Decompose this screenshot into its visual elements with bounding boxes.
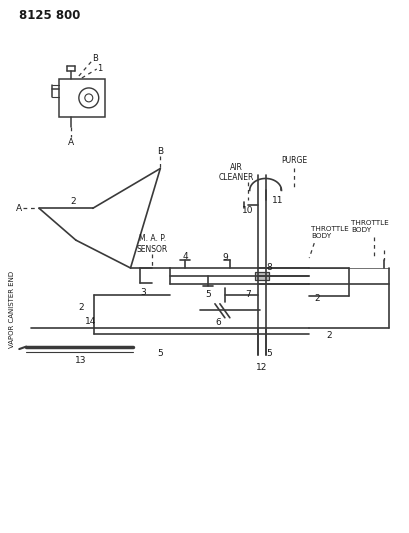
Text: 13: 13 [75, 356, 86, 365]
Text: 14: 14 [85, 317, 96, 326]
Bar [254, 272, 268, 280]
Text: VAPOR CANISTER END: VAPOR CANISTER END [9, 271, 15, 349]
Text: A: A [67, 138, 74, 147]
Text: THROTTLE
BODY: THROTTLE BODY [350, 220, 388, 233]
Text: 1: 1 [97, 63, 102, 72]
Text: 8: 8 [266, 263, 272, 272]
Text: B: B [157, 147, 163, 156]
Text: 8125 800: 8125 800 [19, 9, 81, 22]
Text: 5: 5 [204, 290, 210, 300]
Text: 12: 12 [255, 363, 267, 372]
Text: 11: 11 [271, 196, 283, 205]
Text: 3: 3 [140, 288, 146, 297]
Text: M. A. P.
SENSOR: M. A. P. SENSOR [136, 235, 168, 254]
Text: THROTTLE
BODY: THROTTLE BODY [310, 225, 348, 239]
Text: A: A [16, 204, 22, 213]
Text: 2: 2 [78, 303, 83, 312]
Text: 4: 4 [182, 252, 187, 261]
Text: PURGE: PURGE [281, 156, 307, 165]
Text: B: B [92, 54, 97, 62]
Text: 9: 9 [221, 253, 227, 262]
Text: 7: 7 [244, 290, 250, 300]
Text: 2: 2 [70, 197, 76, 206]
Text: 2: 2 [326, 331, 331, 340]
Text: 10: 10 [241, 206, 253, 215]
Text: 6: 6 [214, 318, 220, 327]
Text: 5: 5 [266, 349, 272, 358]
Text: 2: 2 [314, 294, 319, 303]
Text: AIR
CLEANER: AIR CLEANER [218, 163, 254, 182]
Text: 5: 5 [157, 349, 163, 358]
Bar [59, 79, 104, 117]
